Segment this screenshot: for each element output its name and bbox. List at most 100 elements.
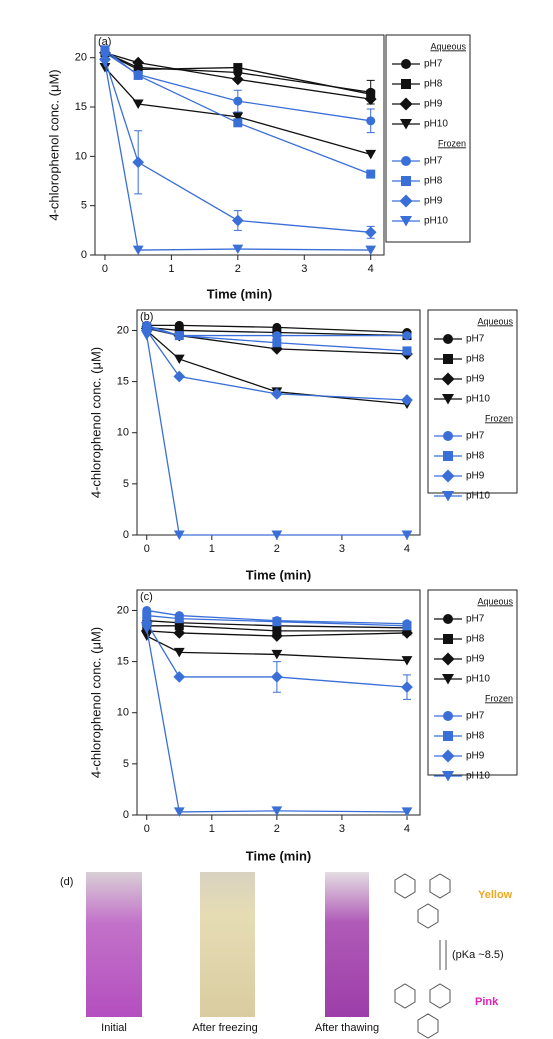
x-tick-label: 4 bbox=[404, 543, 410, 555]
legend-label: pH10 bbox=[466, 394, 490, 405]
series-line bbox=[146, 635, 408, 662]
y-tick-label: 5 bbox=[123, 758, 129, 770]
marker bbox=[401, 656, 413, 666]
x-tick-label: 4 bbox=[404, 823, 410, 835]
x-tick-label: 0 bbox=[102, 263, 108, 275]
panel-label: (d) bbox=[60, 876, 73, 888]
legend-label: pH9 bbox=[424, 196, 443, 207]
y-tick-label: 10 bbox=[117, 707, 129, 719]
marker bbox=[271, 530, 283, 540]
marker bbox=[402, 621, 412, 631]
x-tick-label: 1 bbox=[209, 543, 215, 555]
series-line bbox=[146, 335, 407, 536]
marker bbox=[366, 116, 376, 126]
panel-d: (d) Initial After freezing After thawing… bbox=[60, 872, 513, 1039]
color-label: Yellow bbox=[478, 889, 513, 901]
legend-label: pH10 bbox=[424, 216, 448, 227]
marker bbox=[233, 118, 243, 128]
y-tick-label: 10 bbox=[75, 150, 87, 162]
marker bbox=[364, 93, 377, 105]
legend-label: pH9 bbox=[466, 471, 485, 482]
marker bbox=[443, 711, 453, 721]
legend-label: pH7 bbox=[466, 711, 485, 722]
y-tick-label: 0 bbox=[81, 249, 87, 261]
y-tick-label: 20 bbox=[117, 604, 129, 616]
marker bbox=[232, 112, 244, 122]
marker bbox=[132, 56, 145, 69]
y-axis-label: 4-chlorophenol conc. (μM) bbox=[88, 347, 103, 498]
marker bbox=[174, 331, 184, 341]
marker bbox=[233, 96, 243, 106]
equilibrium-label: (pKa ~8.5) bbox=[452, 949, 504, 961]
series-line bbox=[104, 52, 371, 93]
marker bbox=[141, 331, 153, 341]
legend-label: pH8 bbox=[466, 634, 485, 645]
marker bbox=[231, 214, 244, 227]
series-line bbox=[146, 614, 408, 627]
x-tick-label: 3 bbox=[301, 263, 307, 275]
y-tick-label: 0 bbox=[123, 809, 129, 821]
x-axis-label: Time (min) bbox=[246, 567, 312, 582]
marker bbox=[173, 354, 185, 365]
legend-frame bbox=[427, 309, 518, 494]
marker bbox=[442, 394, 454, 405]
marker bbox=[441, 372, 455, 386]
y-tick-label: 0 bbox=[123, 529, 129, 541]
marker bbox=[173, 627, 186, 639]
marker bbox=[443, 431, 453, 441]
marker bbox=[443, 451, 453, 461]
series-line bbox=[146, 620, 407, 629]
marker bbox=[271, 806, 283, 816]
marker bbox=[441, 469, 455, 483]
marker bbox=[402, 331, 412, 341]
marker bbox=[271, 343, 283, 355]
x-axis-label: Time (min) bbox=[207, 286, 273, 301]
legend-label: pH7 bbox=[466, 334, 485, 345]
x-tick-label: 2 bbox=[274, 823, 280, 835]
legend-group: Frozen bbox=[438, 138, 466, 148]
legend-label: pH8 bbox=[424, 176, 443, 187]
series-line bbox=[146, 326, 408, 337]
marker bbox=[401, 530, 413, 540]
marker bbox=[401, 156, 411, 166]
legend-label: pH7 bbox=[424, 156, 443, 167]
marker bbox=[133, 65, 143, 75]
photo-caption: Initial bbox=[101, 1022, 127, 1034]
marker bbox=[400, 216, 412, 227]
plot-frame bbox=[94, 34, 385, 256]
marker bbox=[401, 176, 411, 186]
legend-frame bbox=[427, 589, 518, 776]
marker bbox=[173, 671, 186, 683]
marker bbox=[132, 99, 144, 110]
marker bbox=[232, 244, 244, 255]
y-tick-label: 5 bbox=[81, 200, 87, 212]
marker bbox=[441, 652, 455, 666]
series-line bbox=[104, 67, 371, 155]
series-line bbox=[104, 52, 371, 95]
marker bbox=[231, 73, 244, 86]
legend-label: pH10 bbox=[466, 674, 490, 685]
marker bbox=[142, 611, 152, 621]
marker bbox=[173, 530, 185, 540]
series-line bbox=[146, 625, 407, 632]
x-tick-label: 3 bbox=[339, 823, 345, 835]
marker bbox=[173, 807, 185, 817]
legend-group: Aqueous bbox=[477, 596, 513, 606]
x-tick-label: 2 bbox=[235, 263, 241, 275]
series-line bbox=[104, 49, 371, 175]
y-tick-label: 15 bbox=[117, 655, 129, 667]
marker bbox=[442, 491, 454, 502]
y-tick-label: 20 bbox=[117, 324, 129, 336]
legend-group: Aqueous bbox=[477, 316, 513, 326]
series-line bbox=[146, 628, 407, 813]
marker bbox=[366, 169, 376, 179]
marker bbox=[443, 731, 453, 741]
legend-label: pH10 bbox=[424, 119, 448, 130]
photo bbox=[325, 872, 369, 1017]
legend-group: Aqueous bbox=[430, 41, 466, 51]
marker bbox=[100, 45, 110, 55]
y-axis-label: 4-chlorophenol conc. (μM) bbox=[88, 627, 103, 778]
panel-label: (b) bbox=[140, 311, 153, 323]
series-line bbox=[146, 324, 407, 337]
photo bbox=[86, 872, 142, 1017]
